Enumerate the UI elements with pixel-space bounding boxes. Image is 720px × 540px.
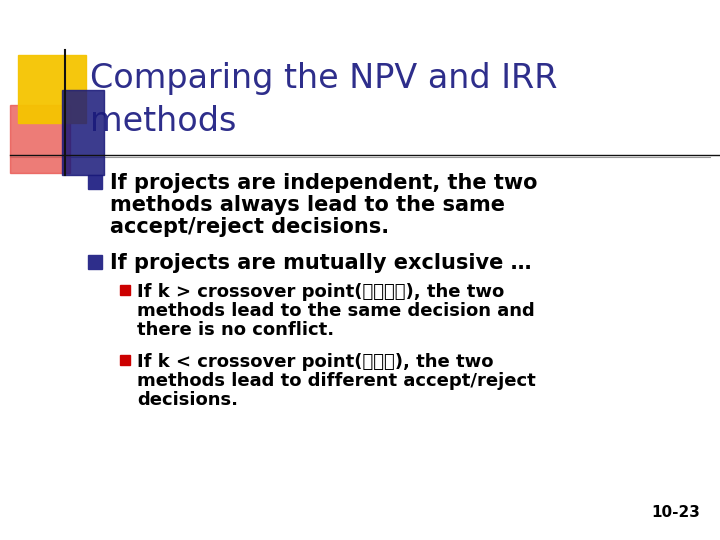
Text: there is no conflict.: there is no conflict. [137, 321, 334, 339]
Text: methods lead to different accept/reject: methods lead to different accept/reject [137, 372, 536, 390]
Text: methods lead to the same decision and: methods lead to the same decision and [137, 302, 535, 320]
Text: If k < crossover point(衝突區), the two: If k < crossover point(衝突區), the two [137, 353, 493, 371]
Text: If k > crossover point(不衝突區), the two: If k > crossover point(不衝突區), the two [137, 283, 504, 301]
Text: accept/reject decisions.: accept/reject decisions. [110, 217, 389, 237]
Text: If projects are independent, the two: If projects are independent, the two [110, 173, 538, 193]
Bar [18, 55, 86, 123]
Bar [88, 175, 102, 189]
Text: If projects are mutually exclusive …: If projects are mutually exclusive … [110, 253, 531, 273]
Bar [120, 355, 130, 365]
Bar [62, 90, 104, 175]
Text: methods: methods [90, 105, 236, 138]
Text: Comparing the NPV and IRR: Comparing the NPV and IRR [90, 62, 557, 95]
Bar [10, 105, 70, 173]
Text: 10-23: 10-23 [651, 505, 700, 520]
Bar [88, 255, 102, 269]
Bar [120, 285, 130, 295]
Text: methods always lead to the same: methods always lead to the same [110, 195, 505, 215]
Text: decisions.: decisions. [137, 391, 238, 409]
